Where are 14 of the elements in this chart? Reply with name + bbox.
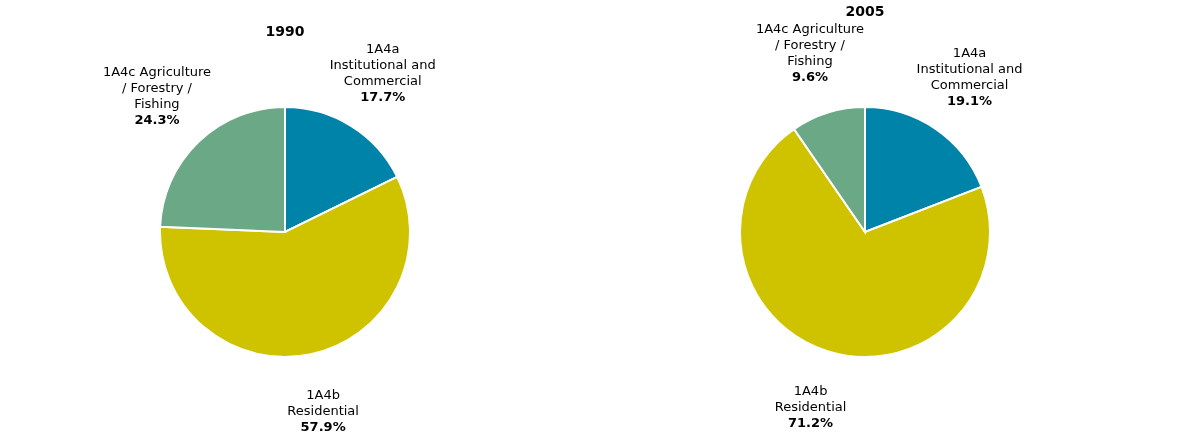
slice-label: 1A4a Institutional and Commercial [329,40,436,88]
data-label: 57.9% [300,419,346,435]
chart-title: 1990 [265,22,305,39]
data-label: 9.6% [791,69,829,85]
data-label: 71.2% [787,414,834,430]
slice-label: 1A4b Residential [774,382,847,414]
chart-title: 2005 [845,3,885,20]
data-label: 19.1% [947,93,993,109]
data-label: 17.7% [360,88,406,104]
slice-label: 1A4a Institutional and Commercial [916,45,1023,93]
data-label: 24.3% [134,112,180,128]
slice-label: 1A4c Agriculture / Forestry / Fishing [102,64,212,112]
slice-label: 1A4c Agriculture / Forestry / Fishing [755,21,865,69]
slice-label: 1A4b Residential [287,387,359,419]
